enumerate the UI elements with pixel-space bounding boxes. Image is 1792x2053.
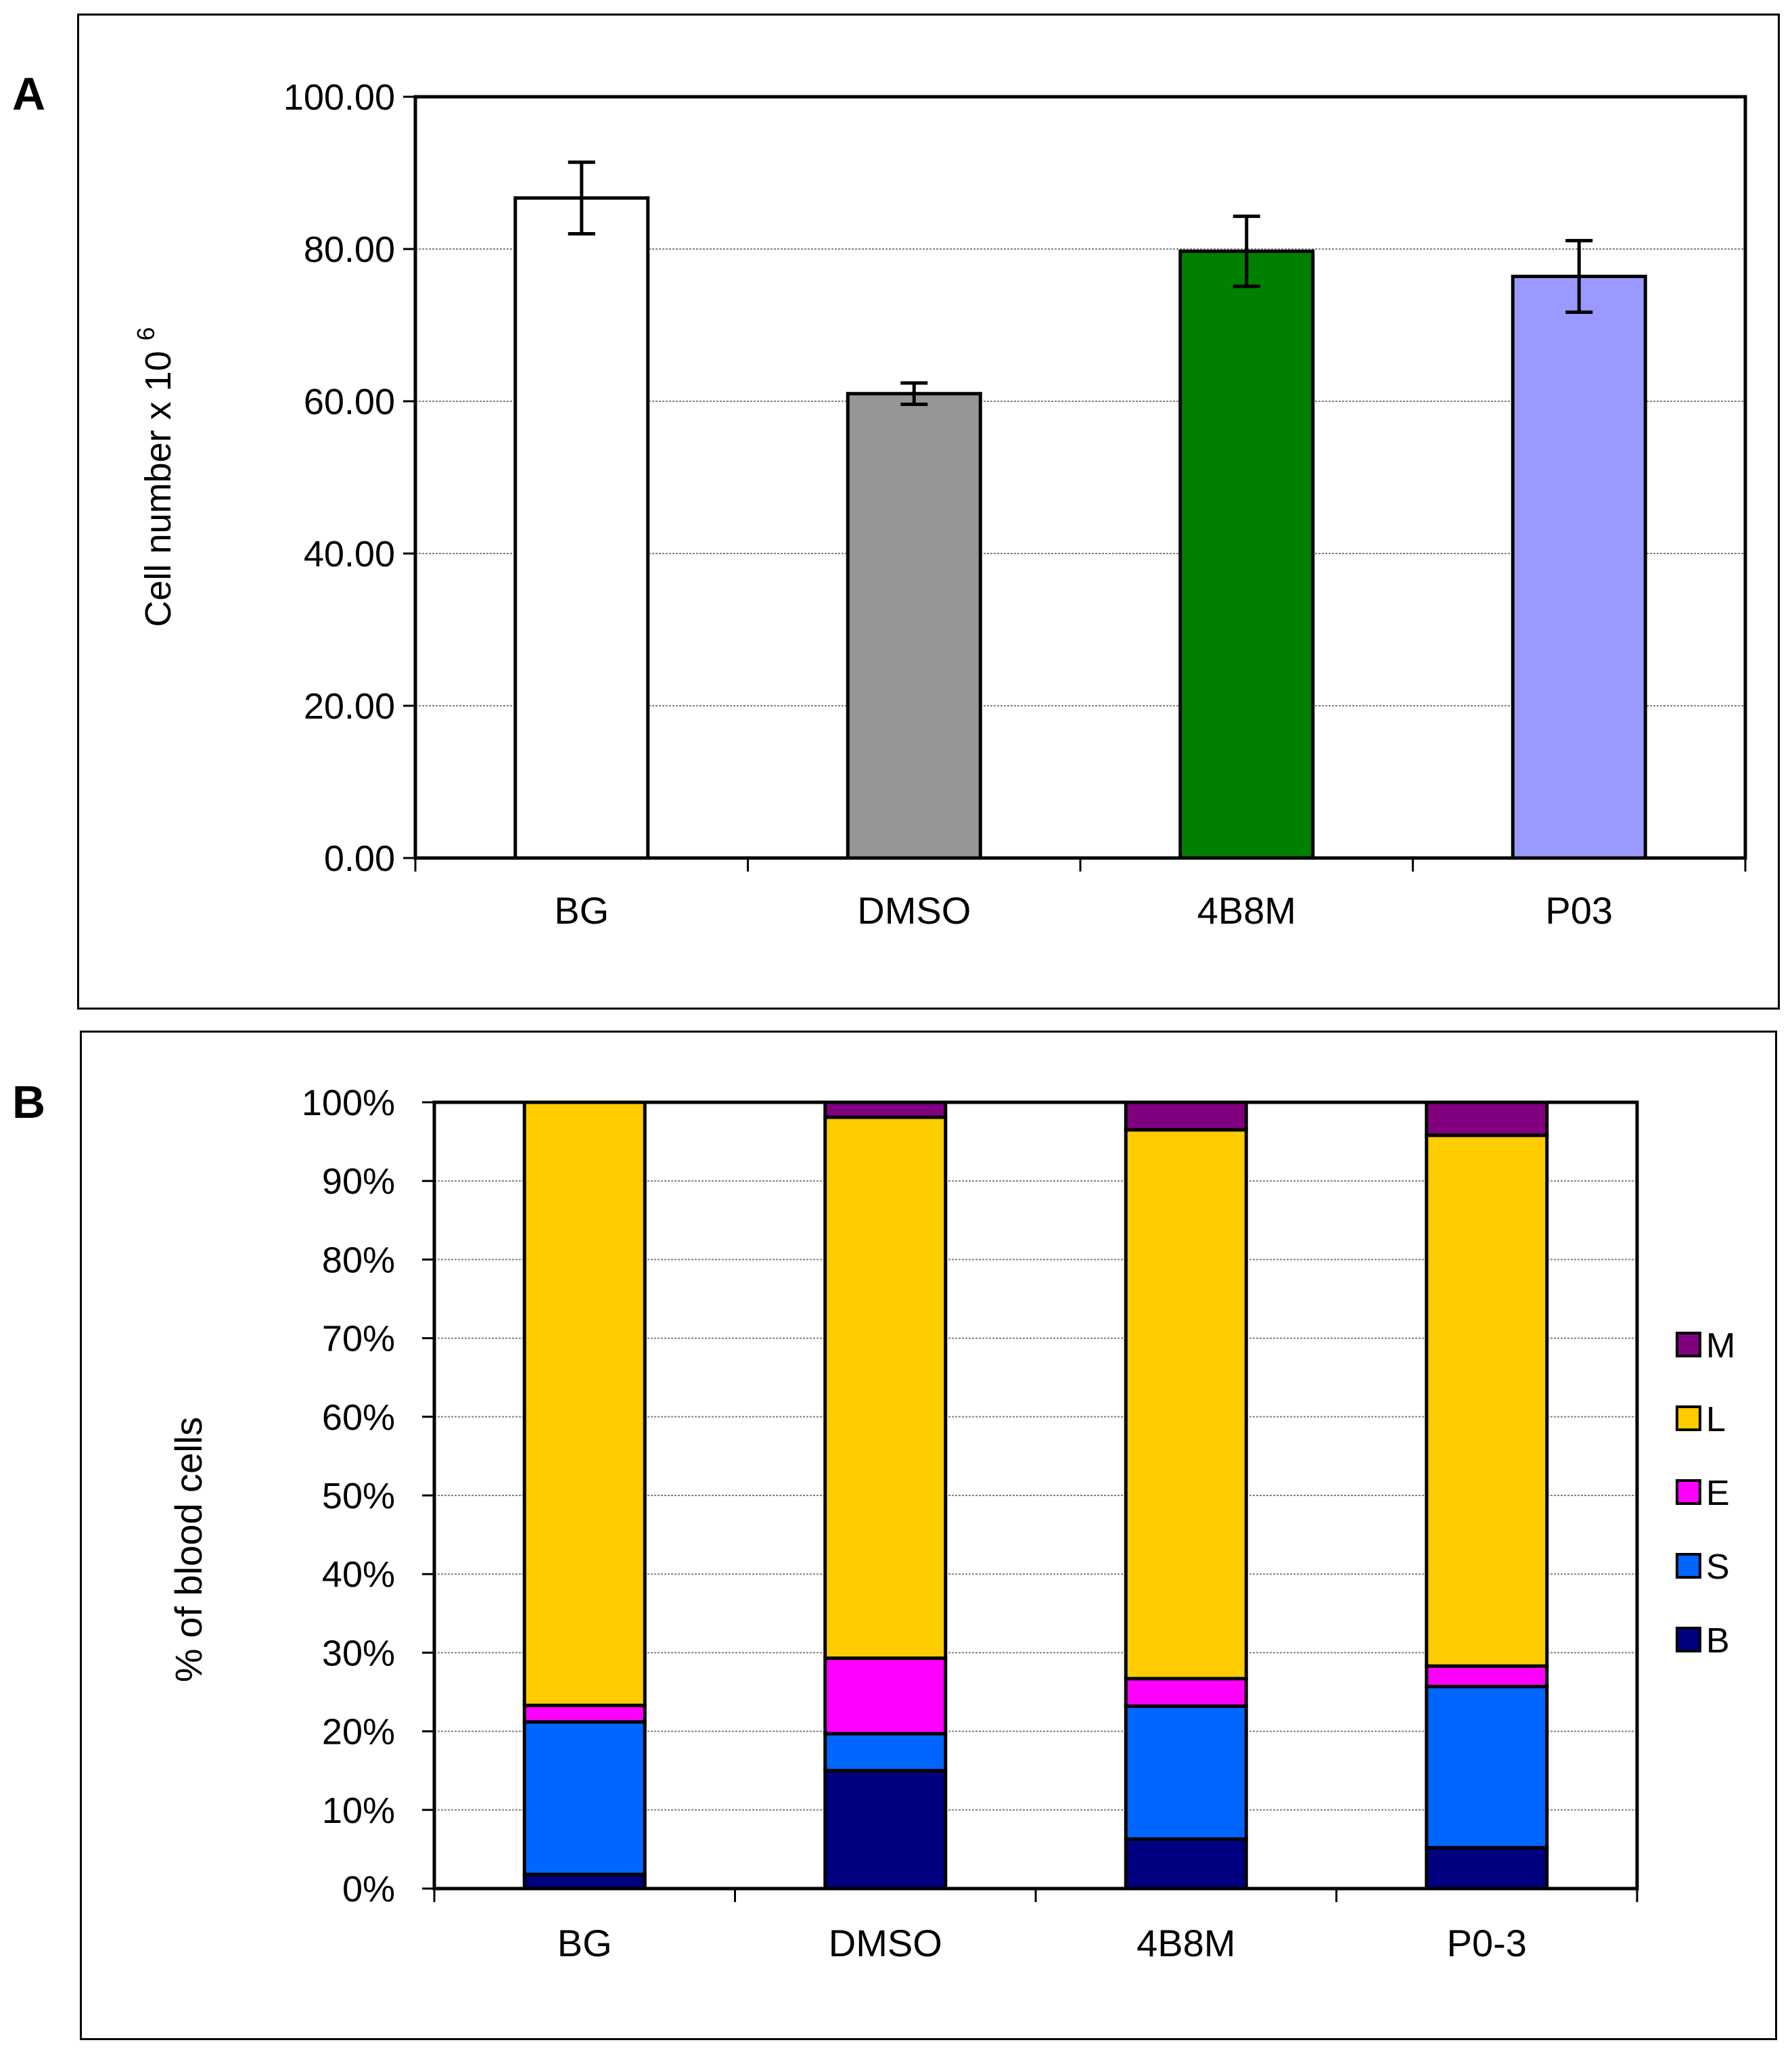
panel-b-letter: B <box>12 1077 46 1128</box>
stack-B-4B8M <box>1124 1837 1248 1891</box>
ytick-label-a-0: 0.00 <box>324 838 395 879</box>
ytick-label-b-8: 80% <box>322 1240 395 1280</box>
legend-swatch-S <box>1676 1553 1701 1579</box>
ytick-label-b-7: 70% <box>322 1319 395 1359</box>
ytick-label-a-5: 100.00 <box>283 77 395 118</box>
legend-label-E: E <box>1706 1474 1730 1513</box>
ytick-label-b-2: 20% <box>322 1712 395 1753</box>
legend-label-S: S <box>1706 1548 1730 1587</box>
stack-E-4B8M <box>1124 1677 1248 1708</box>
bar-P03 <box>1511 275 1647 860</box>
ytick-label-a-1: 20.00 <box>304 686 395 727</box>
ytick-label-b-5: 50% <box>322 1476 395 1516</box>
ytick-label-a-3: 60.00 <box>304 382 395 422</box>
stack-E-P0-3 <box>1425 1664 1549 1688</box>
bar-4B8M <box>1178 249 1315 860</box>
stack-S-4B8M <box>1124 1704 1248 1841</box>
y-axis-label-b: % of blood cells <box>167 1417 210 1682</box>
legend-label-B: B <box>1706 1621 1730 1661</box>
ytick-label-b-3: 30% <box>322 1633 395 1673</box>
legend-swatch-B <box>1676 1627 1701 1652</box>
ytick-label-a-4: 80.00 <box>304 229 395 270</box>
stack-S-DMSO <box>823 1732 948 1773</box>
stack-M-DMSO <box>823 1100 948 1119</box>
ytick-label-b-10: 100% <box>302 1083 395 1123</box>
legend-label-M: M <box>1706 1326 1735 1366</box>
ytick-label-b-4: 40% <box>322 1554 395 1595</box>
xtick-label-b-4B8M: 4B8M <box>1136 1922 1235 1964</box>
stack-E-DMSO <box>823 1656 948 1736</box>
stack-M-4B8M <box>1124 1100 1248 1132</box>
xtick-label-a-4B8M: 4B8M <box>1197 889 1296 932</box>
ytick-label-a-2: 40.00 <box>304 534 395 574</box>
ytick-label-b-1: 10% <box>322 1790 395 1831</box>
panel-a-letter: A <box>12 68 46 120</box>
y-axis-label-a-superscript: 6 <box>132 327 160 340</box>
stack-S-P0-3 <box>1425 1684 1549 1850</box>
chart-a: 0.00 20.00 40.00 60.00 80.00 100.00 BG DMSO 4B8M… <box>132 77 1747 932</box>
legend-swatch-M <box>1676 1332 1701 1357</box>
xtick-label-b-DMSO: DMSO <box>829 1922 942 1964</box>
stack-L-4B8M <box>1124 1128 1248 1681</box>
stack-S-BG <box>522 1720 647 1876</box>
stack-L-P0-3 <box>1425 1133 1549 1668</box>
ytick-label-b-6: 60% <box>322 1397 395 1438</box>
ytick-label-b-0: 0% <box>342 1869 395 1910</box>
stack-L-BG <box>522 1100 647 1707</box>
xtick-label-b-BG: BG <box>557 1922 612 1964</box>
stack-B-P0-3 <box>1425 1846 1549 1891</box>
bar-BG <box>513 196 650 860</box>
xtick-label-a-P03: P03 <box>1545 889 1613 932</box>
stack-B-DMSO <box>823 1769 948 1891</box>
chart-b: 0% 10% 20% 30% 40% 50% 60% 70% 80% 90% 100% BG DMSO 4… <box>167 1083 1735 1964</box>
stack-M-P0-3 <box>1425 1100 1549 1137</box>
legend-swatch-L <box>1676 1405 1701 1431</box>
stack-B-BG <box>522 1872 647 1891</box>
stack-L-DMSO <box>823 1115 948 1661</box>
stack-E-BG <box>522 1703 647 1724</box>
y-axis-label-a: Cell number x 10 6 <box>132 327 179 627</box>
bar-DMSO <box>846 392 982 860</box>
xtick-label-a-DMSO: DMSO <box>857 889 971 932</box>
ytick-label-b-9: 90% <box>322 1161 395 1202</box>
legend-label-L: L <box>1706 1400 1726 1439</box>
xtick-label-a-BG: BG <box>554 889 609 932</box>
legend-swatch-E <box>1676 1479 1701 1505</box>
xtick-label-b-P0-3: P0-3 <box>1447 1922 1527 1964</box>
